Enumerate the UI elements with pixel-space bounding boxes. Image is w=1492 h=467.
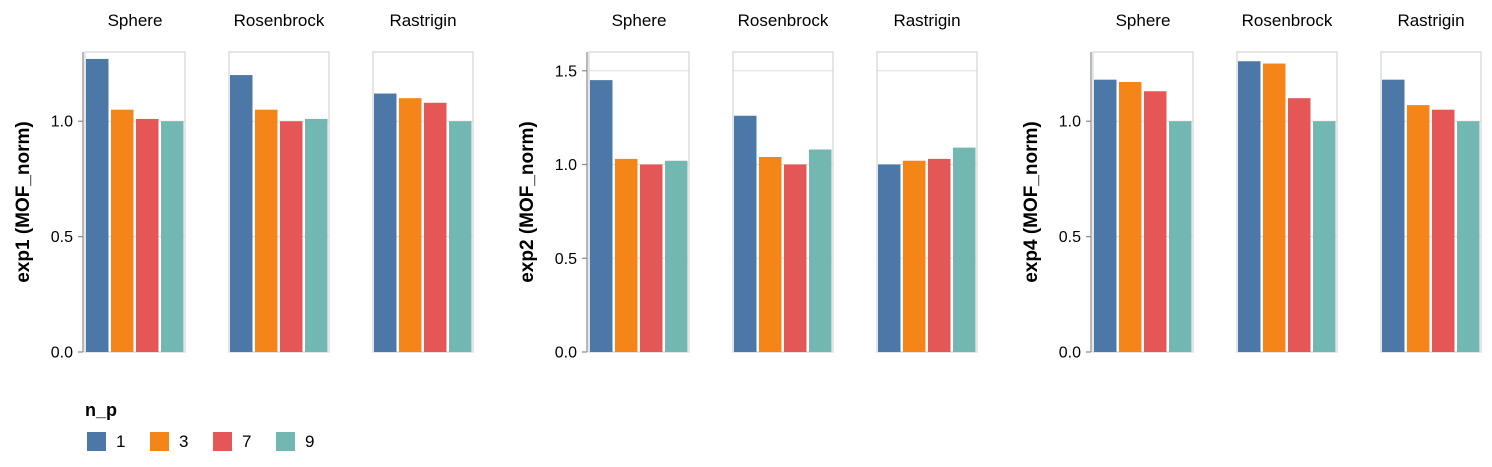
bar (305, 118, 328, 352)
bar (399, 98, 422, 353)
bar (86, 58, 109, 353)
facet-title: Sphere (612, 11, 667, 30)
y-axis-title: exp1 (MOF_norm) (13, 121, 34, 283)
bar (809, 149, 832, 352)
facet-frame (84, 51, 186, 353)
facet-rosenbrock: Rosenbrock (1236, 11, 1338, 353)
facet-title: Rastrigin (389, 11, 456, 30)
facet-title: Sphere (108, 11, 163, 30)
bar (424, 102, 447, 353)
facet-rastrigin: Rastrigin (876, 11, 978, 353)
bar (255, 109, 278, 352)
bar (161, 121, 184, 352)
bar (1263, 63, 1286, 353)
facet-rosenbrock: Rosenbrock (228, 11, 330, 353)
chart-panel-1: Sphere Rosenbrock Rastrigin 0.0 0.5 1.0 exp1 (… (13, 11, 474, 362)
legend-title: n_p (85, 400, 117, 420)
legend-label: 7 (242, 432, 251, 451)
facet-frame (228, 51, 330, 353)
bar (1144, 91, 1167, 352)
bar (1432, 109, 1455, 352)
bar (1288, 98, 1311, 353)
facet-rastrigin: Rastrigin (1380, 11, 1482, 353)
legend-label: 3 (179, 432, 188, 451)
bar (449, 121, 472, 352)
bar (640, 164, 663, 352)
facet-frame (732, 51, 834, 353)
bar (928, 158, 951, 352)
chart-panel-3: Sphere Rosenbrock Rastrigin 0.0 0.5 1.0 exp4 (… (1021, 11, 1482, 362)
facet-sphere: Sphere (84, 11, 186, 353)
legend-label: 9 (305, 432, 314, 451)
bar (590, 80, 613, 352)
legend-label: 1 (116, 432, 125, 451)
facet-frame (1236, 51, 1338, 353)
bar (1313, 121, 1336, 352)
y-tick-label: 1.0 (51, 114, 73, 131)
facet-frame (588, 51, 690, 353)
bar (615, 158, 638, 352)
facet-title: Rastrigin (893, 11, 960, 30)
chart-panel-2: Sphere Rosenbrock Rastrigin 0.0 0.5 1.0 1.5 exp… (517, 11, 978, 362)
facet-sphere: Sphere (588, 11, 690, 353)
bar (136, 118, 159, 352)
facet-frame (372, 51, 474, 353)
bar (665, 160, 688, 352)
facet-frame (1380, 51, 1482, 353)
y-tick-label: 0.0 (1059, 345, 1081, 362)
y-tick-label: 0.5 (51, 229, 73, 246)
y-tick-label: 1.0 (555, 157, 577, 174)
bar (1407, 105, 1430, 352)
bar (734, 115, 757, 352)
bar (903, 160, 926, 352)
y-axis-title: exp2 (MOF_norm) (517, 121, 538, 283)
bar (230, 75, 253, 353)
legend: n_p 1 3 7 9 (85, 400, 314, 451)
legend-swatch (150, 432, 169, 451)
y-axis-title: exp4 (MOF_norm) (1021, 121, 1042, 283)
y-tick-label: 0.5 (555, 251, 577, 268)
y-tick-label: 0.5 (1059, 229, 1081, 246)
bar (953, 147, 976, 352)
bar (1382, 79, 1405, 352)
legend-swatch (213, 432, 232, 451)
y-tick-label: 1.5 (555, 63, 577, 80)
bar (759, 157, 782, 352)
facet-title: Rosenbrock (234, 11, 325, 30)
bar (1094, 79, 1117, 352)
bar (878, 164, 901, 352)
facet-frame (876, 51, 978, 353)
bar (280, 121, 303, 352)
facet-title: Rastrigin (1397, 11, 1464, 30)
bar (1238, 61, 1261, 352)
bar (111, 109, 134, 352)
y-tick-label: 0.0 (51, 345, 73, 362)
y-tick-label: 0.0 (555, 345, 577, 362)
facet-rastrigin: Rastrigin (372, 11, 474, 353)
legend-swatch (276, 432, 295, 451)
y-tick-label: 1.0 (1059, 114, 1081, 131)
facet-title: Sphere (1116, 11, 1171, 30)
bar (374, 93, 397, 353)
facet-frame (1092, 51, 1194, 353)
facet-sphere: Sphere (1092, 11, 1194, 353)
legend-swatch (87, 432, 106, 451)
facet-title: Rosenbrock (1242, 11, 1333, 30)
facet-rosenbrock: Rosenbrock (732, 11, 834, 353)
bar (784, 164, 807, 352)
bar (1119, 82, 1142, 352)
bar (1169, 121, 1192, 352)
bar (1457, 121, 1480, 352)
facet-title: Rosenbrock (738, 11, 829, 30)
